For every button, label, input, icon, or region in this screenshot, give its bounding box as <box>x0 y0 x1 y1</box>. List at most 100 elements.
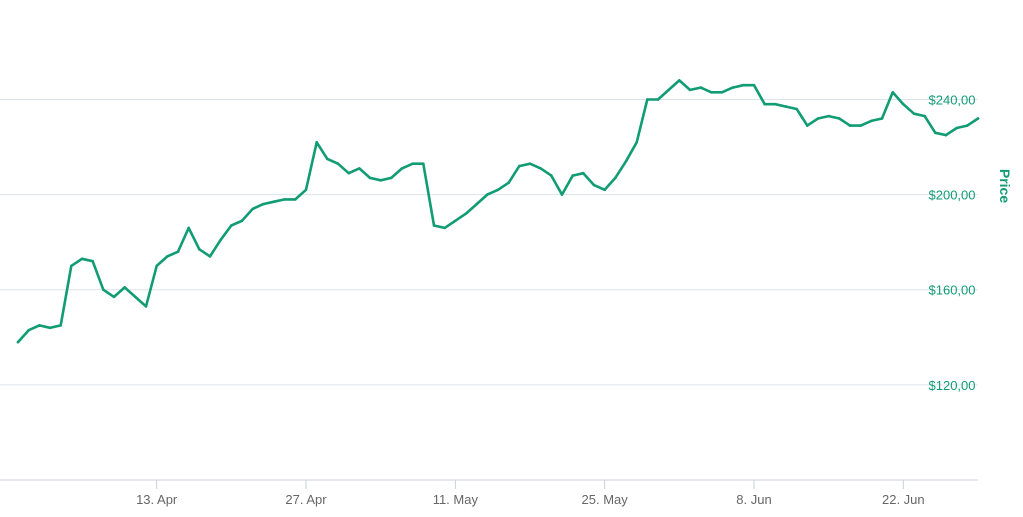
data-point <box>336 162 340 165</box>
x-axis-ticks: 13. Apr 27. Apr 11. May 25. May 8. Jun 22. Ju… <box>136 480 925 507</box>
data-point <box>902 102 905 106</box>
data-point <box>134 295 137 299</box>
data-point <box>486 193 489 196</box>
data-point <box>262 202 265 206</box>
data-point <box>315 141 319 144</box>
data-point <box>208 255 212 258</box>
x-tick-label: 22. Jun <box>882 492 925 507</box>
data-point <box>624 160 628 163</box>
data-point <box>891 91 894 94</box>
data-point <box>848 124 852 127</box>
data-point <box>966 124 969 127</box>
y-axis-ticks: $120,00 $160,00 $200,00 $240,00 <box>929 92 976 392</box>
data-point <box>784 105 788 108</box>
data-point <box>123 286 126 289</box>
data-point <box>368 176 372 180</box>
grid-lines <box>0 98 978 386</box>
data-point <box>710 91 713 94</box>
x-tick-label: 8. Jun <box>736 492 771 507</box>
data-point <box>304 188 308 192</box>
data-point <box>955 126 958 130</box>
data-point <box>38 324 41 327</box>
data-point <box>464 212 468 215</box>
data-point <box>27 328 31 332</box>
data-point <box>806 124 809 127</box>
data-point <box>976 117 980 120</box>
x-tick-label: 25. May <box>582 492 629 507</box>
data-point <box>176 250 180 253</box>
data-point <box>816 117 820 120</box>
data-point <box>507 181 511 184</box>
data-point <box>198 248 201 251</box>
x-tick-label: 13. Apr <box>136 492 178 507</box>
data-point <box>912 112 916 115</box>
data-point <box>102 288 105 292</box>
data-point <box>326 157 329 161</box>
data-point <box>720 91 724 94</box>
data-point <box>795 107 798 111</box>
data-point <box>582 171 585 175</box>
data-point <box>112 295 116 299</box>
data-point <box>390 176 393 180</box>
data-point <box>358 167 361 170</box>
data-point <box>272 200 276 203</box>
data-point <box>454 219 457 223</box>
data-point <box>230 224 233 227</box>
data-point <box>219 238 222 242</box>
data-point <box>539 167 542 170</box>
y-tick-label: $200,00 <box>929 188 976 203</box>
data-point <box>422 162 425 165</box>
data-point <box>400 167 404 170</box>
data-point <box>859 124 862 127</box>
data-point <box>294 198 297 201</box>
data-point <box>774 102 777 106</box>
data-point <box>347 171 351 175</box>
data-point <box>70 264 73 268</box>
data-point <box>603 188 606 192</box>
data-point <box>731 86 734 89</box>
data-point <box>411 162 415 165</box>
data-point <box>80 257 84 261</box>
y-axis-title: Price <box>997 169 1013 203</box>
data-point <box>518 164 521 168</box>
data-point <box>656 98 660 101</box>
data-point <box>379 179 383 182</box>
data-point <box>16 340 20 344</box>
data-point <box>944 133 948 137</box>
data-point <box>646 98 649 101</box>
data-point <box>155 264 158 268</box>
data-point <box>688 88 692 92</box>
data-point <box>528 162 532 165</box>
data-point <box>934 131 937 135</box>
data-point <box>870 119 873 123</box>
series-line <box>16 79 980 344</box>
data-point <box>59 324 62 327</box>
data-point <box>667 88 670 92</box>
data-point <box>251 207 254 211</box>
y-tick-label: $240,00 <box>929 92 976 107</box>
y-tick-label: $160,00 <box>929 283 976 298</box>
data-point <box>827 114 830 118</box>
data-point <box>635 141 638 144</box>
data-point <box>678 79 681 82</box>
data-point <box>880 117 884 120</box>
data-point <box>550 174 553 177</box>
y-tick-label: $120,00 <box>929 378 976 393</box>
series-layer <box>16 79 980 344</box>
data-point <box>592 183 596 187</box>
data-point <box>283 198 287 201</box>
data-point <box>614 176 617 180</box>
data-point <box>187 226 190 230</box>
data-point <box>742 83 745 87</box>
data-point <box>475 202 479 206</box>
x-tick-label: 27. Apr <box>285 492 327 507</box>
data-point <box>923 114 926 118</box>
data-point <box>443 226 447 230</box>
data-point <box>144 305 148 308</box>
data-point <box>166 255 169 258</box>
data-point <box>571 174 574 177</box>
data-point <box>48 326 52 330</box>
data-point <box>838 117 841 120</box>
